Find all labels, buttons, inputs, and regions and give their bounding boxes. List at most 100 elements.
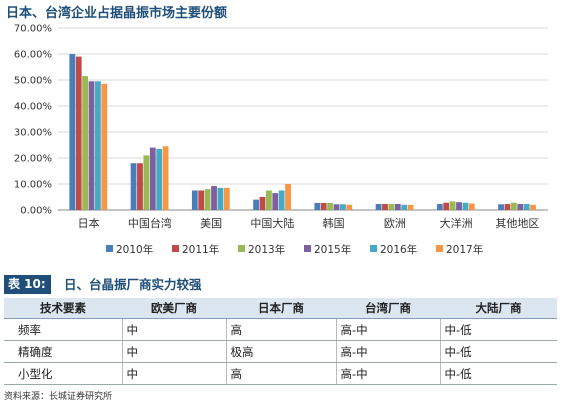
x-tick-label: 中国大陆 (250, 216, 294, 230)
table-header-row: 技术要素 欧美厂商 日本厂商 台湾厂商 大陆厂商 (4, 298, 557, 319)
bar (407, 204, 414, 210)
bar (382, 204, 388, 210)
bar (217, 187, 224, 210)
y-tick-label: 50.00% (14, 76, 52, 87)
x-tick-label: 欧洲 (384, 217, 406, 230)
table-cell: 精确度 (4, 340, 122, 363)
legend-label: 2015年 (314, 243, 351, 256)
legend-label: 2016年 (380, 243, 417, 256)
x-tick-label: 美国 (200, 217, 222, 230)
column-header: 台湾厂商 (336, 298, 440, 319)
table-cell: 高-中 (335, 318, 440, 341)
bar (82, 76, 89, 210)
legend-swatch (238, 245, 245, 252)
table-cell: 高 (225, 318, 336, 341)
chart-title: 日本、台湾企业占据晶振市场主要份额 (6, 6, 228, 21)
bar (394, 204, 401, 210)
legend-label: 2011年 (182, 243, 219, 256)
column-header: 技术要素 (4, 298, 122, 319)
table-number: 表 10: (4, 275, 51, 294)
bar (137, 163, 143, 210)
bar (130, 163, 137, 210)
table-row: 精确度 中 极高 高-中 中-低 (4, 340, 557, 363)
x-axis-ticks: 日本 中国台湾 美国 中国大陆 韩国 欧洲 大洋洲 其他地区 (78, 216, 540, 230)
bar (462, 202, 469, 210)
y-tick-label: 20.00% (14, 154, 52, 165)
legend-swatch (370, 245, 377, 252)
table-cell: 频率 (4, 318, 122, 341)
x-tick-label: 大洋洲 (440, 216, 473, 230)
bar (510, 202, 517, 210)
y-tick-label: 60.00% (14, 50, 52, 61)
legend-swatch (304, 245, 311, 252)
x-tick-label: 日本 (78, 216, 100, 230)
bar (223, 187, 230, 210)
bar (388, 204, 395, 210)
table-cell: 高-中 (335, 340, 440, 363)
bar (504, 204, 511, 210)
bar (162, 146, 169, 210)
table-cell: 中 (121, 340, 226, 363)
bar (253, 199, 259, 210)
legend-label: 2010年 (116, 243, 153, 256)
bar (101, 83, 108, 210)
x-tick-label: 其他地区 (495, 217, 539, 230)
column-header: 欧美厂商 (122, 298, 226, 319)
bar (401, 204, 408, 210)
bar (327, 202, 334, 210)
y-tick-label: 0.00% (20, 206, 52, 217)
bar (443, 202, 450, 210)
legend-swatch (172, 245, 179, 252)
table-title: 日、台晶振厂商实力较强 (64, 277, 202, 292)
y-tick-label: 70.00% (14, 24, 52, 35)
table-cell: 极高 (225, 340, 336, 363)
bar (285, 184, 291, 210)
column-header: 大陆厂商 (440, 298, 557, 319)
y-tick-label: 30.00% (14, 128, 52, 139)
table-cell: 中-低 (439, 318, 557, 341)
legend-label: 2017年 (446, 243, 483, 256)
legend-label: 2013年 (248, 243, 285, 256)
table-row: 频率 中 高 高-中 中-低 (4, 318, 557, 341)
bar (333, 204, 340, 210)
bar (156, 148, 163, 210)
bar (320, 202, 327, 210)
bar (272, 193, 279, 210)
bar (198, 190, 205, 210)
x-tick-label: 中国台湾 (128, 216, 172, 230)
bar (69, 54, 76, 210)
y-tick-label: 40.00% (14, 102, 52, 113)
table-cell: 高-中 (335, 362, 440, 385)
legend-swatch (436, 245, 443, 252)
bar (375, 204, 382, 210)
source-note: 资料来源：长城证券研究所 (4, 392, 113, 402)
table-cell: 小型化 (4, 362, 122, 385)
bar (346, 204, 353, 210)
bar (498, 204, 504, 210)
table-cell: 中-低 (439, 362, 557, 385)
bar (265, 190, 272, 210)
bar-chart: 0.00% 10.00% 20.00% 30.00% 40.00% 50.00% 60.00… (14, 24, 548, 256)
bar (204, 189, 211, 210)
column-header: 日本厂商 (226, 298, 336, 319)
table-cell: 中 (121, 318, 226, 341)
bar (75, 56, 82, 210)
bar (436, 204, 443, 210)
y-tick-label: 10.00% (14, 180, 52, 191)
bar (191, 190, 198, 210)
bar (456, 202, 462, 210)
legend-swatch (106, 245, 113, 252)
bar (211, 186, 217, 210)
bar (278, 190, 285, 210)
bar (449, 201, 456, 210)
bars (69, 54, 536, 210)
y-axis-ticks: 0.00% 10.00% 20.00% 30.00% 40.00% 50.00% 60.00… (14, 24, 52, 217)
legend: 2010年 2011年 2013年 2015年 2016年 2017年 (106, 243, 483, 256)
bar (517, 204, 524, 210)
bar (523, 204, 530, 210)
bar (88, 81, 95, 210)
bar (314, 202, 321, 210)
table-cell: 高 (225, 362, 336, 385)
bar (468, 203, 475, 210)
comparison-table: 技术要素 欧美厂商 日本厂商 台湾厂商 大陆厂商 频率 中 高 高-中 中-低 … (4, 298, 557, 385)
